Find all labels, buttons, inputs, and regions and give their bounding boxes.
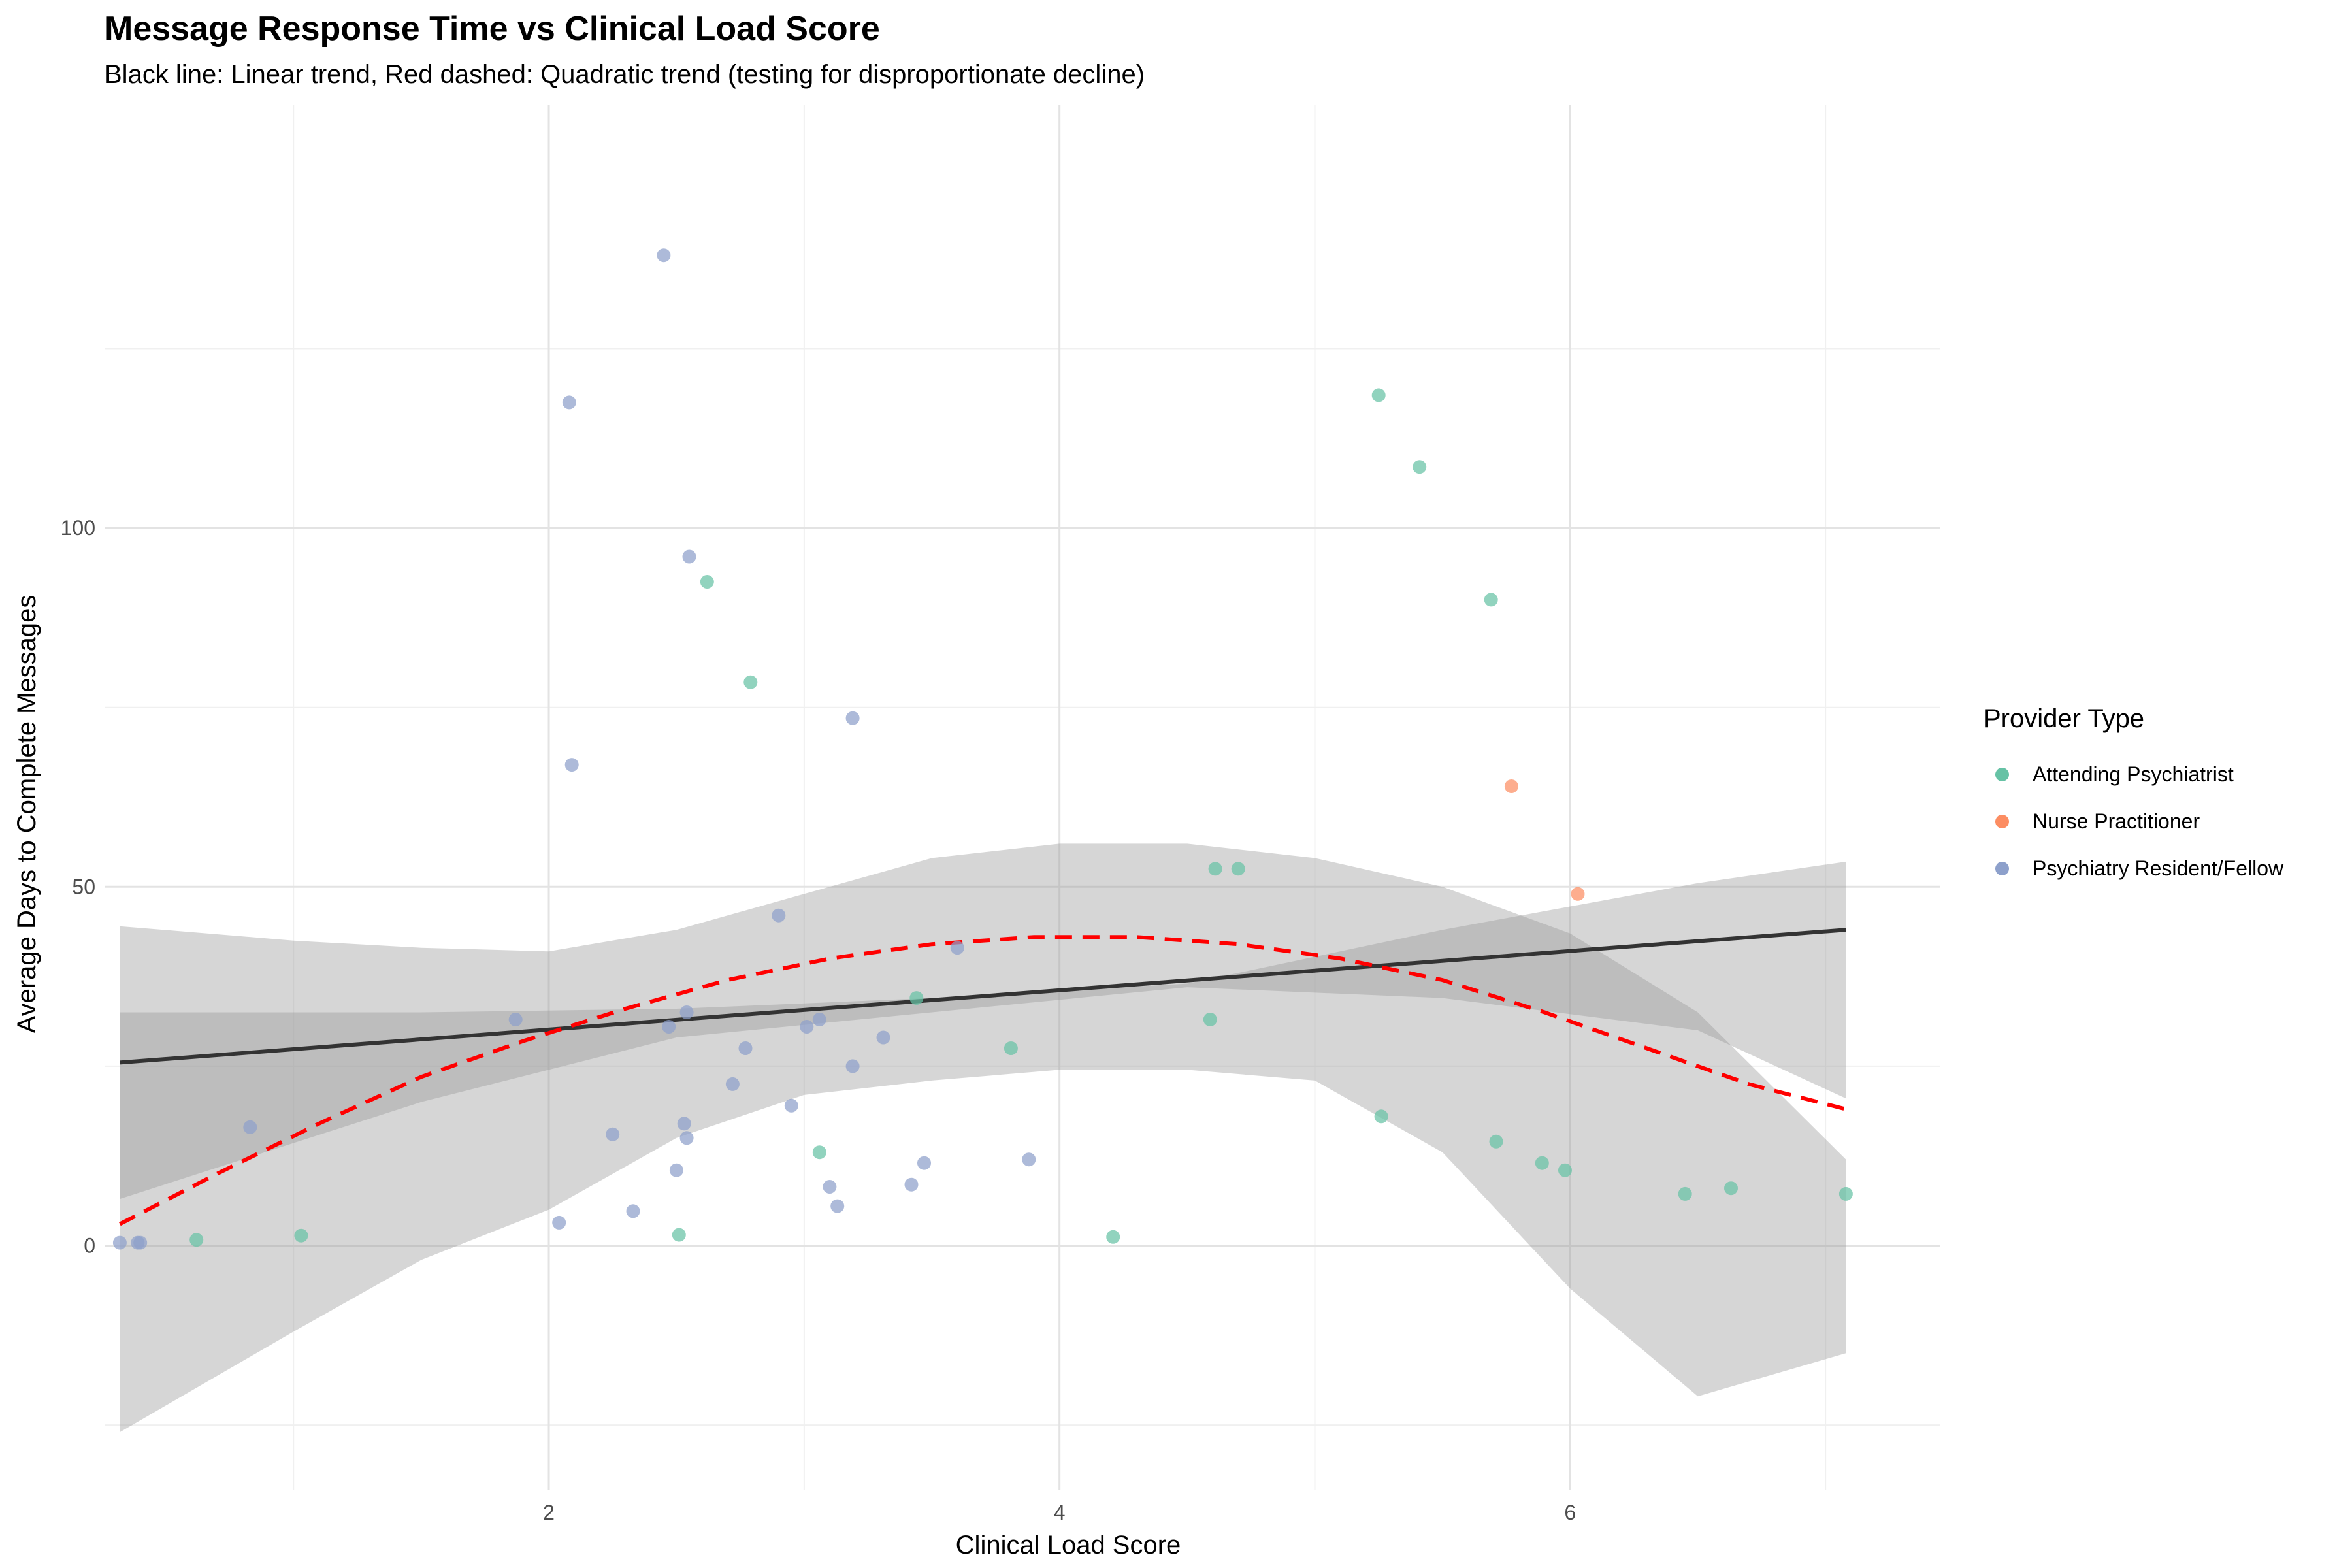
data-point-psychiatry-resident-fellow: [950, 941, 964, 955]
data-point-psychiatry-resident-fellow: [812, 1013, 826, 1026]
data-point-attending-psychiatrist: [294, 1228, 308, 1243]
data-point-psychiatry-resident-fellow: [800, 1020, 814, 1034]
grid-lines: [105, 105, 1940, 1490]
data-point-psychiatry-resident-fellow: [682, 549, 696, 564]
legend-item-nurse: Nurse Practitioner: [1984, 798, 2283, 845]
data-point-psychiatry-resident-fellow: [679, 1131, 694, 1145]
legend-swatch-nurse: [1995, 814, 2009, 828]
chart-title: Message Response Time vs Clinical Load S…: [105, 10, 880, 48]
linear-trend-line: [120, 928, 1846, 1065]
data-point-psychiatry-resident-fellow: [823, 1180, 837, 1194]
legend-item-attending: Attending Psychiatrist: [1984, 751, 2283, 798]
data-point-psychiatry-resident-fellow: [677, 1117, 691, 1131]
data-point-psychiatry-resident-fellow: [725, 1077, 740, 1091]
x-tick-label: 6: [1564, 1501, 1576, 1524]
y-tick-label: 50: [72, 875, 95, 898]
axis-labels: Clinical Load Score Average Days to Comp…: [12, 516, 1576, 1560]
legend-swatch-resident: [1995, 861, 2009, 875]
data-point-attending-psychiatrist: [1413, 460, 1427, 474]
data-point-psychiatry-resident-fellow: [772, 908, 786, 923]
legend-label-attending: Attending Psychiatrist: [2033, 762, 2234, 786]
data-point-attending-psychiatrist: [1724, 1181, 1738, 1196]
data-point-psychiatry-resident-fellow: [845, 711, 860, 725]
data-point-attending-psychiatrist: [1231, 862, 1245, 876]
data-point-psychiatry-resident-fellow: [562, 395, 576, 410]
data-point-psychiatry-resident-fellow: [830, 1199, 845, 1213]
x-axis-title: Clinical Load Score: [956, 1531, 1181, 1560]
quadratic-trend-line: [119, 935, 1847, 1226]
legend-title: Provider Type: [1984, 704, 2145, 733]
data-point-psychiatry-resident-fellow: [679, 1005, 694, 1019]
legend-label-nurse: Nurse Practitioner: [2033, 809, 2200, 833]
data-point-psychiatry-resident-fellow: [657, 248, 671, 263]
data-point-attending-psychiatrist: [1678, 1186, 1692, 1201]
data-point-psychiatry-resident-fellow: [133, 1235, 148, 1250]
data-point-psychiatry-resident-fellow: [626, 1204, 640, 1218]
confidence-bands: [120, 843, 1846, 1433]
data-point-attending-psychiatrist: [1374, 1109, 1388, 1124]
quadratic-confidence-band: [120, 843, 1846, 1433]
data-point-attending-psychiatrist: [1838, 1186, 1853, 1201]
data-point-attending-psychiatrist: [812, 1145, 826, 1160]
legend-swatch-attending: [1995, 767, 2009, 781]
data-point-attending-psychiatrist: [1489, 1134, 1503, 1149]
legend: Provider Type Attending Psychiatrist Nur…: [1984, 704, 2283, 892]
data-point-psychiatry-resident-fellow: [606, 1127, 620, 1141]
data-point-attending-psychiatrist: [1208, 862, 1222, 876]
data-point-psychiatry-resident-fellow: [876, 1030, 890, 1045]
data-point-psychiatry-resident-fellow: [662, 1020, 676, 1034]
data-point-attending-psychiatrist: [1203, 1013, 1217, 1026]
data-point-nurse-practitioner: [1504, 779, 1518, 793]
data-point-psychiatry-resident-fellow: [738, 1041, 753, 1055]
data-point-attending-psychiatrist: [743, 675, 758, 689]
x-tick-label: 4: [1054, 1501, 1066, 1524]
x-tick-label: 2: [543, 1501, 555, 1524]
data-point-psychiatry-resident-fellow: [904, 1177, 919, 1192]
y-tick-label: 100: [61, 516, 95, 540]
data-point-attending-psychiatrist: [700, 575, 714, 589]
data-point-attending-psychiatrist: [1558, 1163, 1572, 1177]
data-point-psychiatry-resident-fellow: [112, 1235, 127, 1250]
data-point-psychiatry-resident-fellow: [845, 1059, 860, 1073]
legend-label-resident: Psychiatry Resident/Fellow: [2033, 856, 2284, 880]
data-point-nurse-practitioner: [1571, 887, 1585, 901]
data-point-attending-psychiatrist: [1484, 593, 1498, 607]
trend-lines: [119, 928, 1847, 1226]
data-point-psychiatry-resident-fellow: [508, 1013, 523, 1026]
data-point-attending-psychiatrist: [1371, 388, 1386, 402]
data-point-attending-psychiatrist: [1004, 1041, 1018, 1055]
data-point-attending-psychiatrist: [909, 991, 924, 1005]
data-point-psychiatry-resident-fellow: [784, 1098, 798, 1113]
y-axis-title: Average Days to Complete Messages: [12, 595, 41, 1034]
data-point-psychiatry-resident-fellow: [564, 758, 579, 772]
data-point-psychiatry-resident-fellow: [552, 1215, 566, 1230]
data-points: [112, 248, 1853, 1250]
data-point-attending-psychiatrist: [189, 1233, 204, 1247]
data-point-psychiatry-resident-fellow: [917, 1156, 931, 1170]
data-point-psychiatry-resident-fellow: [669, 1163, 683, 1177]
data-point-psychiatry-resident-fellow: [1022, 1152, 1036, 1167]
data-point-psychiatry-resident-fellow: [243, 1120, 257, 1134]
linear-confidence-band: [120, 861, 1846, 1200]
y-tick-label: 0: [84, 1234, 95, 1258]
data-point-attending-psychiatrist: [672, 1228, 686, 1242]
data-point-attending-psychiatrist: [1106, 1230, 1120, 1244]
chart-subtitle: Black line: Linear trend, Red dashed: Qu…: [105, 60, 1145, 89]
legend-item-resident: Psychiatry Resident/Fellow: [1984, 845, 2283, 892]
data-point-attending-psychiatrist: [1535, 1156, 1549, 1170]
